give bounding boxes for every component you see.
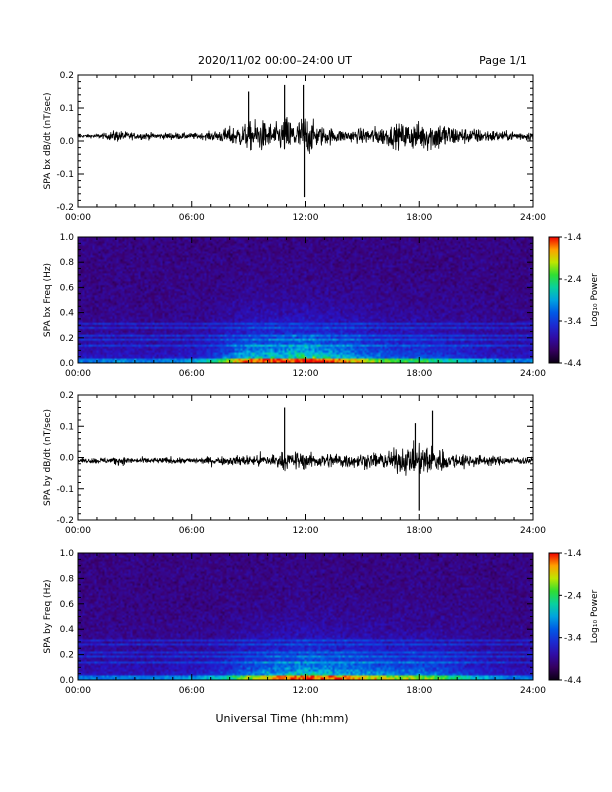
x-tick-label: 00:00	[65, 369, 91, 379]
colorbar-tick-label: -1.4	[564, 549, 582, 559]
by-spectrogram-panel: 00:00 06:00 12:00 18:00 24:00 0.0 0.2 0.4 0.6 0.8…	[43, 549, 600, 696]
x-axis-title: Universal Time (hh:mm)	[216, 712, 349, 725]
colorbar	[548, 552, 560, 681]
y-tick-label: -0.1	[56, 170, 74, 180]
y-tick-label: 0.4	[60, 309, 75, 319]
y-axis-label: SPA by dB/dt (nT/sec)	[43, 409, 53, 506]
spectrogram-image	[78, 553, 533, 680]
y-tick-label: -0.2	[56, 516, 74, 526]
x-tick-label: 06:00	[179, 686, 205, 696]
x-tick-label: 18:00	[406, 686, 432, 696]
x-tick-label: 00:00	[65, 526, 91, 536]
bx-timeseries-panel: 00:00 06:00 12:00 18:00 24:00 -0.2 -0.1 0.0 0.1 0…	[43, 71, 546, 223]
colorbar-tick-label: -2.4	[564, 591, 582, 601]
by-timeseries-panel: 00:00 06:00 12:00 18:00 24:00 -0.2 -0.1 0.0 0.1 0…	[43, 391, 546, 536]
series-line	[77, 440, 534, 476]
colorbar-tick-label: -3.4	[564, 317, 582, 327]
y-tick-label: 0.4	[60, 625, 75, 635]
series-line	[77, 116, 534, 154]
y-tick-label: 0.8	[60, 574, 75, 584]
x-tick-label: 12:00	[293, 213, 319, 223]
y-axis-label: SPA bx Freq (Hz)	[43, 263, 53, 337]
y-tick-label: -0.2	[56, 203, 74, 213]
y-tick-label: 0.2	[60, 71, 74, 81]
x-tick-label: 12:00	[293, 369, 319, 379]
x-tick-label: 00:00	[65, 686, 91, 696]
x-tick-label: 24:00	[520, 686, 546, 696]
y-axis-label: SPA bx dB/dt (nT/sec)	[43, 93, 53, 190]
plot-frame	[77, 394, 534, 521]
y-tick-label: 0.0	[60, 676, 75, 686]
y-tick-label: 0.0	[60, 137, 75, 147]
y-tick-label: -0.1	[56, 485, 74, 495]
x-tick-label: 06:00	[179, 213, 205, 223]
x-tick-label: 24:00	[520, 526, 546, 536]
y-tick-label: 1.0	[60, 233, 75, 243]
colorbar-label: Log₁₀ Power	[590, 590, 600, 644]
y-tick-label: 0.1	[60, 422, 74, 432]
x-tick-label: 18:00	[406, 369, 432, 379]
colorbar-tick-label: -1.4	[564, 233, 582, 243]
y-tick-label: 0.0	[60, 454, 75, 464]
x-tick-label: 24:00	[520, 213, 546, 223]
x-tick-label: 00:00	[65, 213, 91, 223]
x-tick-label: 06:00	[179, 526, 205, 536]
y-tick-label: 0.0	[60, 359, 75, 369]
y-tick-label: 0.8	[60, 258, 75, 268]
y-tick-label: 1.0	[60, 549, 75, 559]
y-tick-label: 0.1	[60, 104, 74, 114]
colorbar	[548, 236, 560, 364]
page-number: Page 1/1	[479, 54, 527, 67]
y-tick-label: 0.6	[60, 283, 75, 293]
x-tick-label: 18:00	[406, 213, 432, 223]
colorbar-tick-label: -4.4	[564, 359, 582, 369]
colorbar-tick-label: -2.4	[564, 275, 582, 285]
colorbar-label: Log₁₀ Power	[590, 273, 600, 327]
y-tick-label: 0.2	[60, 391, 74, 401]
colorbar-tick-label: -4.4	[564, 676, 582, 686]
x-tick-label: 24:00	[520, 369, 546, 379]
y-tick-label: 0.6	[60, 600, 75, 610]
y-axis-label: SPA by Freq (Hz)	[43, 579, 53, 653]
x-tick-label: 06:00	[179, 369, 205, 379]
y-tick-label: 0.2	[60, 334, 74, 344]
x-tick-label: 12:00	[293, 686, 319, 696]
colorbar-tick-label: -3.4	[564, 634, 582, 644]
figure-title: 2020/11/02 00:00–24:00 UT	[198, 54, 352, 67]
spectrogram-image	[78, 237, 533, 363]
bx-spectrogram-panel: 00:00 06:00 12:00 18:00 24:00 0.0 0.2 0.4 0.6 0.8…	[43, 233, 600, 379]
x-tick-label: 18:00	[406, 526, 432, 536]
x-tick-label: 12:00	[293, 526, 319, 536]
y-tick-label: 0.2	[60, 651, 74, 661]
